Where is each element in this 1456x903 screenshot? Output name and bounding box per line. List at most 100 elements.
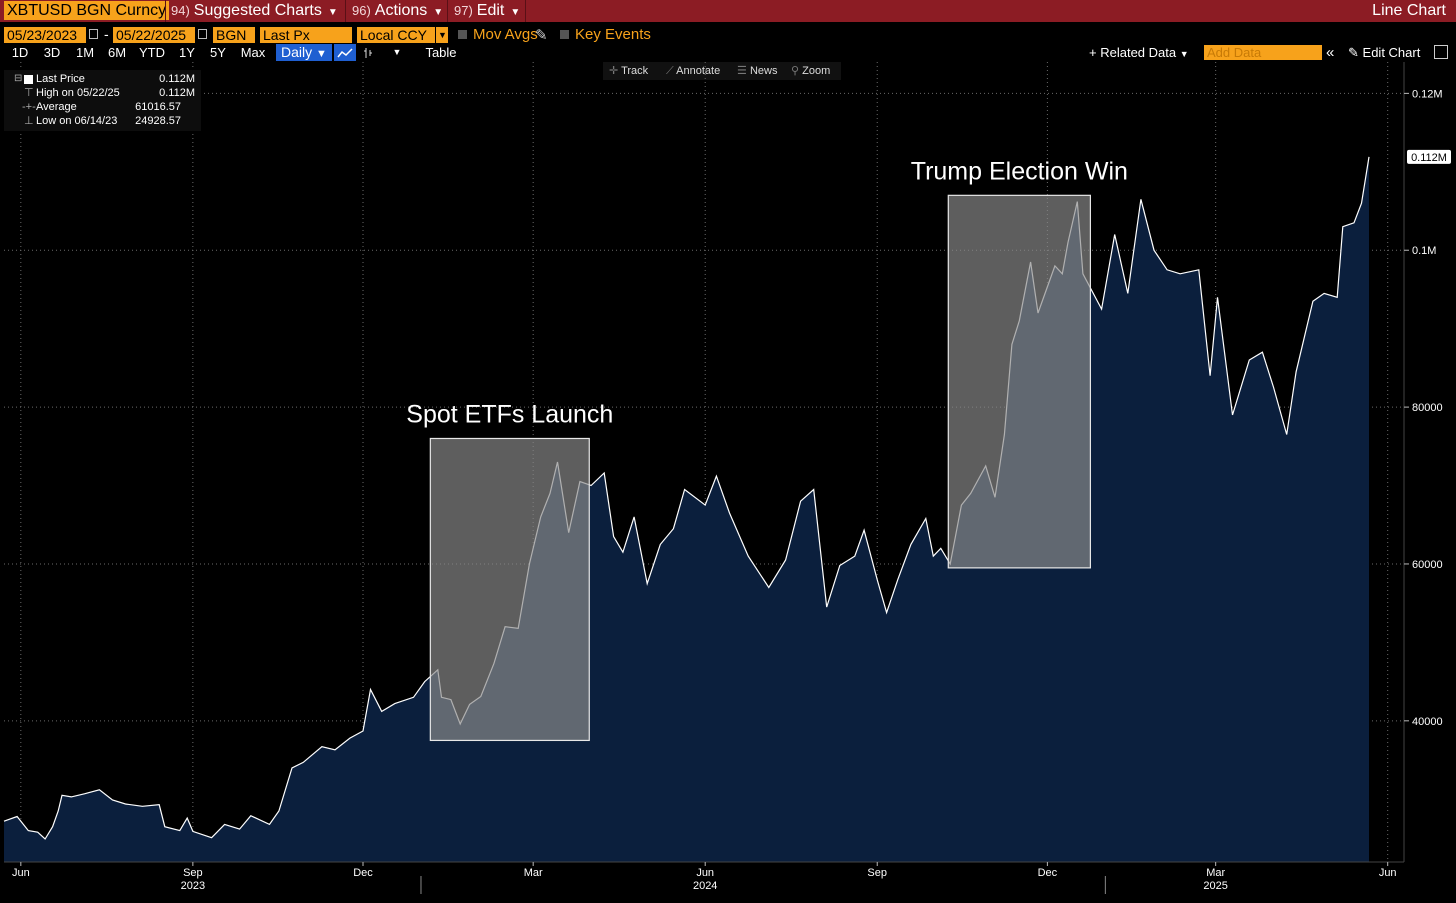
security-ticker[interactable]: XBTUSD BGN Curncy (4, 1, 170, 20)
tool-label: News (749, 65, 778, 77)
legend-name: Low on 06/14/23 (36, 115, 118, 127)
mov-avgs-label: Mov Avgs (473, 26, 538, 43)
source-field[interactable]: BGN (213, 27, 255, 43)
annotation-label: Trump Election Win (911, 157, 1128, 185)
annotate-tool[interactable]: ⟋ Annotate (666, 62, 720, 80)
period-ytd[interactable]: YTD (139, 45, 165, 60)
x-tick-label: Jun (1379, 867, 1397, 879)
calendar-icon[interactable] (89, 29, 98, 39)
price-area (4, 156, 1369, 862)
add-data-input[interactable]: Add Data (1204, 45, 1322, 60)
series-swatch (24, 75, 33, 84)
frequency-label: Daily (281, 44, 313, 60)
collapse-icon[interactable]: « (1326, 44, 1335, 61)
year-label: 2023 (181, 880, 205, 892)
x-tick-label: Sep (183, 867, 203, 879)
key-events-label: Key Events (575, 26, 651, 43)
menu-suggested-charts[interactable]: 94) Suggested Charts ▼ (171, 0, 338, 22)
chart-tools-bar: ✛ Track ⟋ Annotate ☰ News ⚲ Zoom (603, 62, 841, 80)
news-icon: ☰ (737, 65, 747, 77)
menu-actions[interactable]: 96) Actions ▼ (352, 0, 443, 22)
period-1y[interactable]: 1Y (179, 45, 195, 60)
legend-average: -+- Average 61016.57 (4, 100, 201, 114)
legend-high: ⊤ High on 05/22/25 0.112M (4, 86, 201, 100)
separator (165, 0, 166, 22)
period-6m[interactable]: 6M (107, 45, 127, 60)
y-tick-label: 40000 (1412, 716, 1443, 728)
period-1d[interactable]: 1D (11, 45, 29, 60)
x-tick-label: Mar (1206, 867, 1225, 879)
toggle-icon[interactable]: ⊟ (14, 73, 23, 84)
x-tick-label: Jun (696, 867, 714, 879)
legend-name: Last Price (36, 73, 85, 85)
chevron-down-icon: ▼ (433, 7, 444, 18)
period-3d[interactable]: 3D (43, 45, 61, 60)
crosshair-icon: ✛ (609, 65, 619, 77)
period-5y[interactable]: 5Y (210, 45, 226, 60)
related-data-button[interactable]: + Related Data ▼ (1089, 44, 1189, 61)
currency-selector[interactable]: Local CCY (357, 27, 435, 43)
legend-value: 0.112M (159, 73, 195, 85)
price-line (3, 156, 1370, 840)
x-tick-label: Mar (524, 867, 543, 879)
tool-label: Track (621, 65, 649, 77)
plus-icon: + (1089, 45, 1097, 60)
legend-low: ⊥ Low on 06/14/23 24928.57 (4, 114, 201, 128)
chevron-down-icon[interactable]: ▼ (436, 27, 448, 43)
last-value-label: 0.112M (1411, 152, 1447, 164)
legend-name: Average (36, 101, 77, 113)
calendar-icon[interactable] (198, 29, 207, 39)
header-bar: XBTUSD BGN Curncy 94) Suggested Charts ▼ 9… (0, 0, 1456, 22)
field-selector[interactable]: Last Px (260, 27, 352, 43)
menu-label: Edit (476, 2, 505, 19)
x-tick-label: Sep (867, 867, 887, 879)
news-tool[interactable]: ☰ News (737, 62, 777, 80)
menu-edit[interactable]: 97) Edit ▼ (454, 0, 520, 22)
menu-label: Actions (374, 2, 428, 19)
separator (447, 0, 448, 22)
pencil-icon: ✎ (1348, 45, 1359, 60)
menu-number: 97) (454, 3, 473, 18)
end-date-field[interactable]: 05/22/2025 (113, 27, 195, 43)
menu-number: 94) (171, 3, 190, 18)
chevron-down-icon: ▼ (316, 48, 327, 60)
y-tick-label: 0.12M (1412, 88, 1443, 100)
start-date-field[interactable]: 05/23/2023 (4, 27, 86, 43)
chart-type-label[interactable]: Line Chart (1372, 2, 1446, 19)
low-marker-icon: ⊥ (24, 115, 34, 127)
key-events-checkbox[interactable] (560, 30, 569, 39)
track-tool[interactable]: ✛ Track (609, 62, 648, 80)
pencil-icon[interactable]: ✎ (535, 27, 548, 44)
menu-number: 96) (352, 3, 371, 18)
edit-chart-button[interactable]: ✎ Edit Chart (1348, 44, 1420, 61)
high-marker-icon: ⊤ (24, 87, 34, 99)
bar-chart-icon[interactable] (360, 44, 376, 61)
separator (525, 0, 526, 22)
annotate-icon: ⟋ (666, 65, 674, 77)
tool-label: Zoom (802, 65, 831, 77)
mov-avgs-checkbox[interactable] (458, 30, 467, 39)
zoom-tool[interactable]: ⚲ Zoom (791, 62, 830, 80)
line-chart-icon[interactable] (334, 44, 356, 61)
legend-value: 24928.57 (135, 115, 181, 127)
chart-legend[interactable]: ⊟ Last Price 0.112M ⊤ High on 05/22/25 0… (4, 70, 201, 131)
y-tick-label: 60000 (1412, 559, 1443, 571)
x-tick-label: Dec (353, 867, 373, 879)
annotation-box (947, 194, 1091, 569)
legend-last-price: ⊟ Last Price 0.112M (4, 72, 201, 86)
last-value-tag (1407, 149, 1451, 164)
table-button[interactable]: Table (425, 45, 457, 60)
y-tick-label: 0.1M (1412, 245, 1436, 257)
related-data-label: Related Data (1100, 45, 1177, 60)
year-label: 2024 (693, 880, 717, 892)
legend-value: 0.112M (159, 87, 195, 99)
chevron-down-icon[interactable]: ▼ (392, 47, 402, 57)
annotation-box (429, 437, 590, 742)
frequency-selector[interactable]: Daily ▼ (276, 44, 332, 61)
period-1m[interactable]: 1M (75, 45, 95, 60)
fullscreen-icon[interactable] (1434, 45, 1448, 59)
period-max[interactable]: Max (240, 45, 266, 60)
date-range-dash: - (104, 26, 109, 42)
legend-value: 61016.57 (135, 101, 181, 113)
